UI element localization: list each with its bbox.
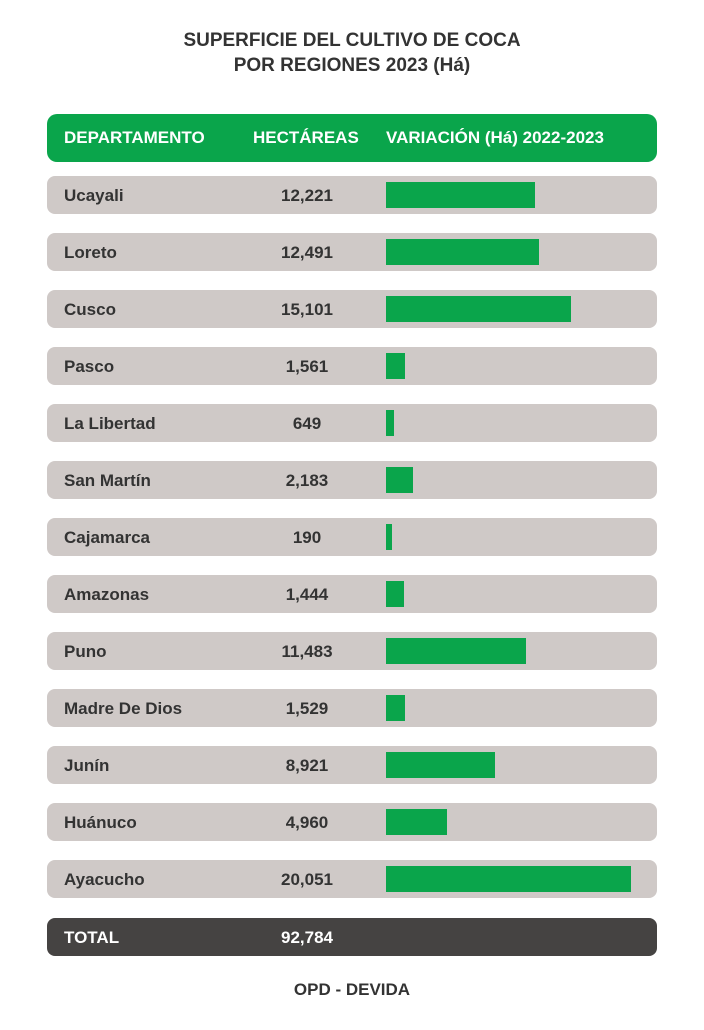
- row-hectareas: 649: [292, 414, 322, 433]
- title-line-1: SUPERFICIE DEL CULTIVO DE COCA: [183, 30, 521, 51]
- bar-mark: [386, 752, 495, 778]
- row-departamento: Huánuco: [64, 813, 137, 832]
- table-header: DEPARTAMENTO HECTÁREAS VARIACIÓN (Há) 20…: [47, 114, 657, 162]
- row-hectareas: 1,529: [285, 699, 329, 718]
- row-hectareas: 2,183: [285, 471, 329, 490]
- source-credit: OPD - DEVIDA: [293, 980, 411, 999]
- row-hectareas: 20,051: [281, 870, 333, 889]
- header-departamento: DEPARTAMENTO: [64, 128, 205, 147]
- bar-mark: [386, 638, 526, 664]
- row-departamento: Ucayali: [64, 186, 124, 205]
- table-row: Cusco 15,101: [47, 290, 657, 328]
- chart-title: SUPERFICIE DEL CULTIVO DE COCA POR REGIO…: [0, 28, 704, 78]
- table-row: Huánuco 4,960: [47, 803, 657, 841]
- table-row: Loreto 12,491: [47, 233, 657, 271]
- table-row: Junín 8,921: [47, 746, 657, 784]
- bar-mark: [386, 239, 539, 265]
- table-row: La Libertad 649: [47, 404, 657, 442]
- row-hectareas: 11,483: [281, 642, 333, 661]
- bar-mark: [386, 296, 571, 322]
- row-departamento: Junín: [64, 756, 110, 775]
- table-row: Madre De Dios 1,529: [47, 689, 657, 727]
- table-row: Amazonas 1,444: [47, 575, 657, 613]
- row-hectareas: 15,101: [281, 300, 333, 319]
- bar-mark: [386, 866, 631, 892]
- header-hectareas: HECTÁREAS: [253, 128, 359, 147]
- data-rows: Ucayali 12,221 Loreto 12,491 Cusco 15,101 Pasc…: [47, 176, 657, 917]
- row-hectareas: 8,921: [285, 756, 329, 775]
- row-hectareas: 1,444: [285, 585, 329, 604]
- row-departamento: Pasco: [64, 357, 115, 376]
- total-row: TOTAL 92,784: [47, 918, 657, 956]
- bar-mark: [386, 695, 405, 721]
- row-departamento: La Libertad: [64, 414, 156, 433]
- title-line-2: POR REGIONES 2023 (Há): [233, 55, 471, 76]
- bar-mark: [386, 467, 413, 493]
- row-departamento: Cajamarca: [64, 528, 151, 547]
- total-label: TOTAL: [64, 928, 120, 947]
- bar-mark: [386, 353, 405, 379]
- table-row: San Martín 2,183: [47, 461, 657, 499]
- row-departamento: Cusco: [64, 300, 116, 319]
- bar-mark: [386, 581, 404, 607]
- total-value: 92,784: [281, 928, 333, 947]
- row-hectareas: 12,491: [281, 243, 333, 262]
- header-variacion: VARIACIÓN (Há) 2022-2023: [386, 128, 604, 147]
- row-departamento: Puno: [64, 642, 107, 661]
- row-departamento: San Martín: [64, 471, 151, 490]
- row-departamento: Ayacucho: [64, 870, 145, 889]
- table-row: Cajamarca 190: [47, 518, 657, 556]
- row-hectareas: 1,561: [285, 357, 329, 376]
- table-row: Pasco 1,561: [47, 347, 657, 385]
- bar-mark: [386, 524, 392, 550]
- row-hectareas: 4,960: [285, 813, 329, 832]
- bar-mark: [386, 182, 535, 208]
- row-departamento: Amazonas: [64, 585, 150, 604]
- table-row: Ayacucho 20,051: [47, 860, 657, 898]
- row-hectareas: 190: [292, 528, 322, 547]
- row-hectareas: 12,221: [281, 186, 333, 205]
- bar-mark: [386, 809, 447, 835]
- table-row: Puno 11,483: [47, 632, 657, 670]
- row-departamento: Loreto: [64, 243, 117, 262]
- bar-mark: [386, 410, 394, 436]
- table-row: Ucayali 12,221: [47, 176, 657, 214]
- row-departamento: Madre De Dios: [64, 699, 183, 718]
